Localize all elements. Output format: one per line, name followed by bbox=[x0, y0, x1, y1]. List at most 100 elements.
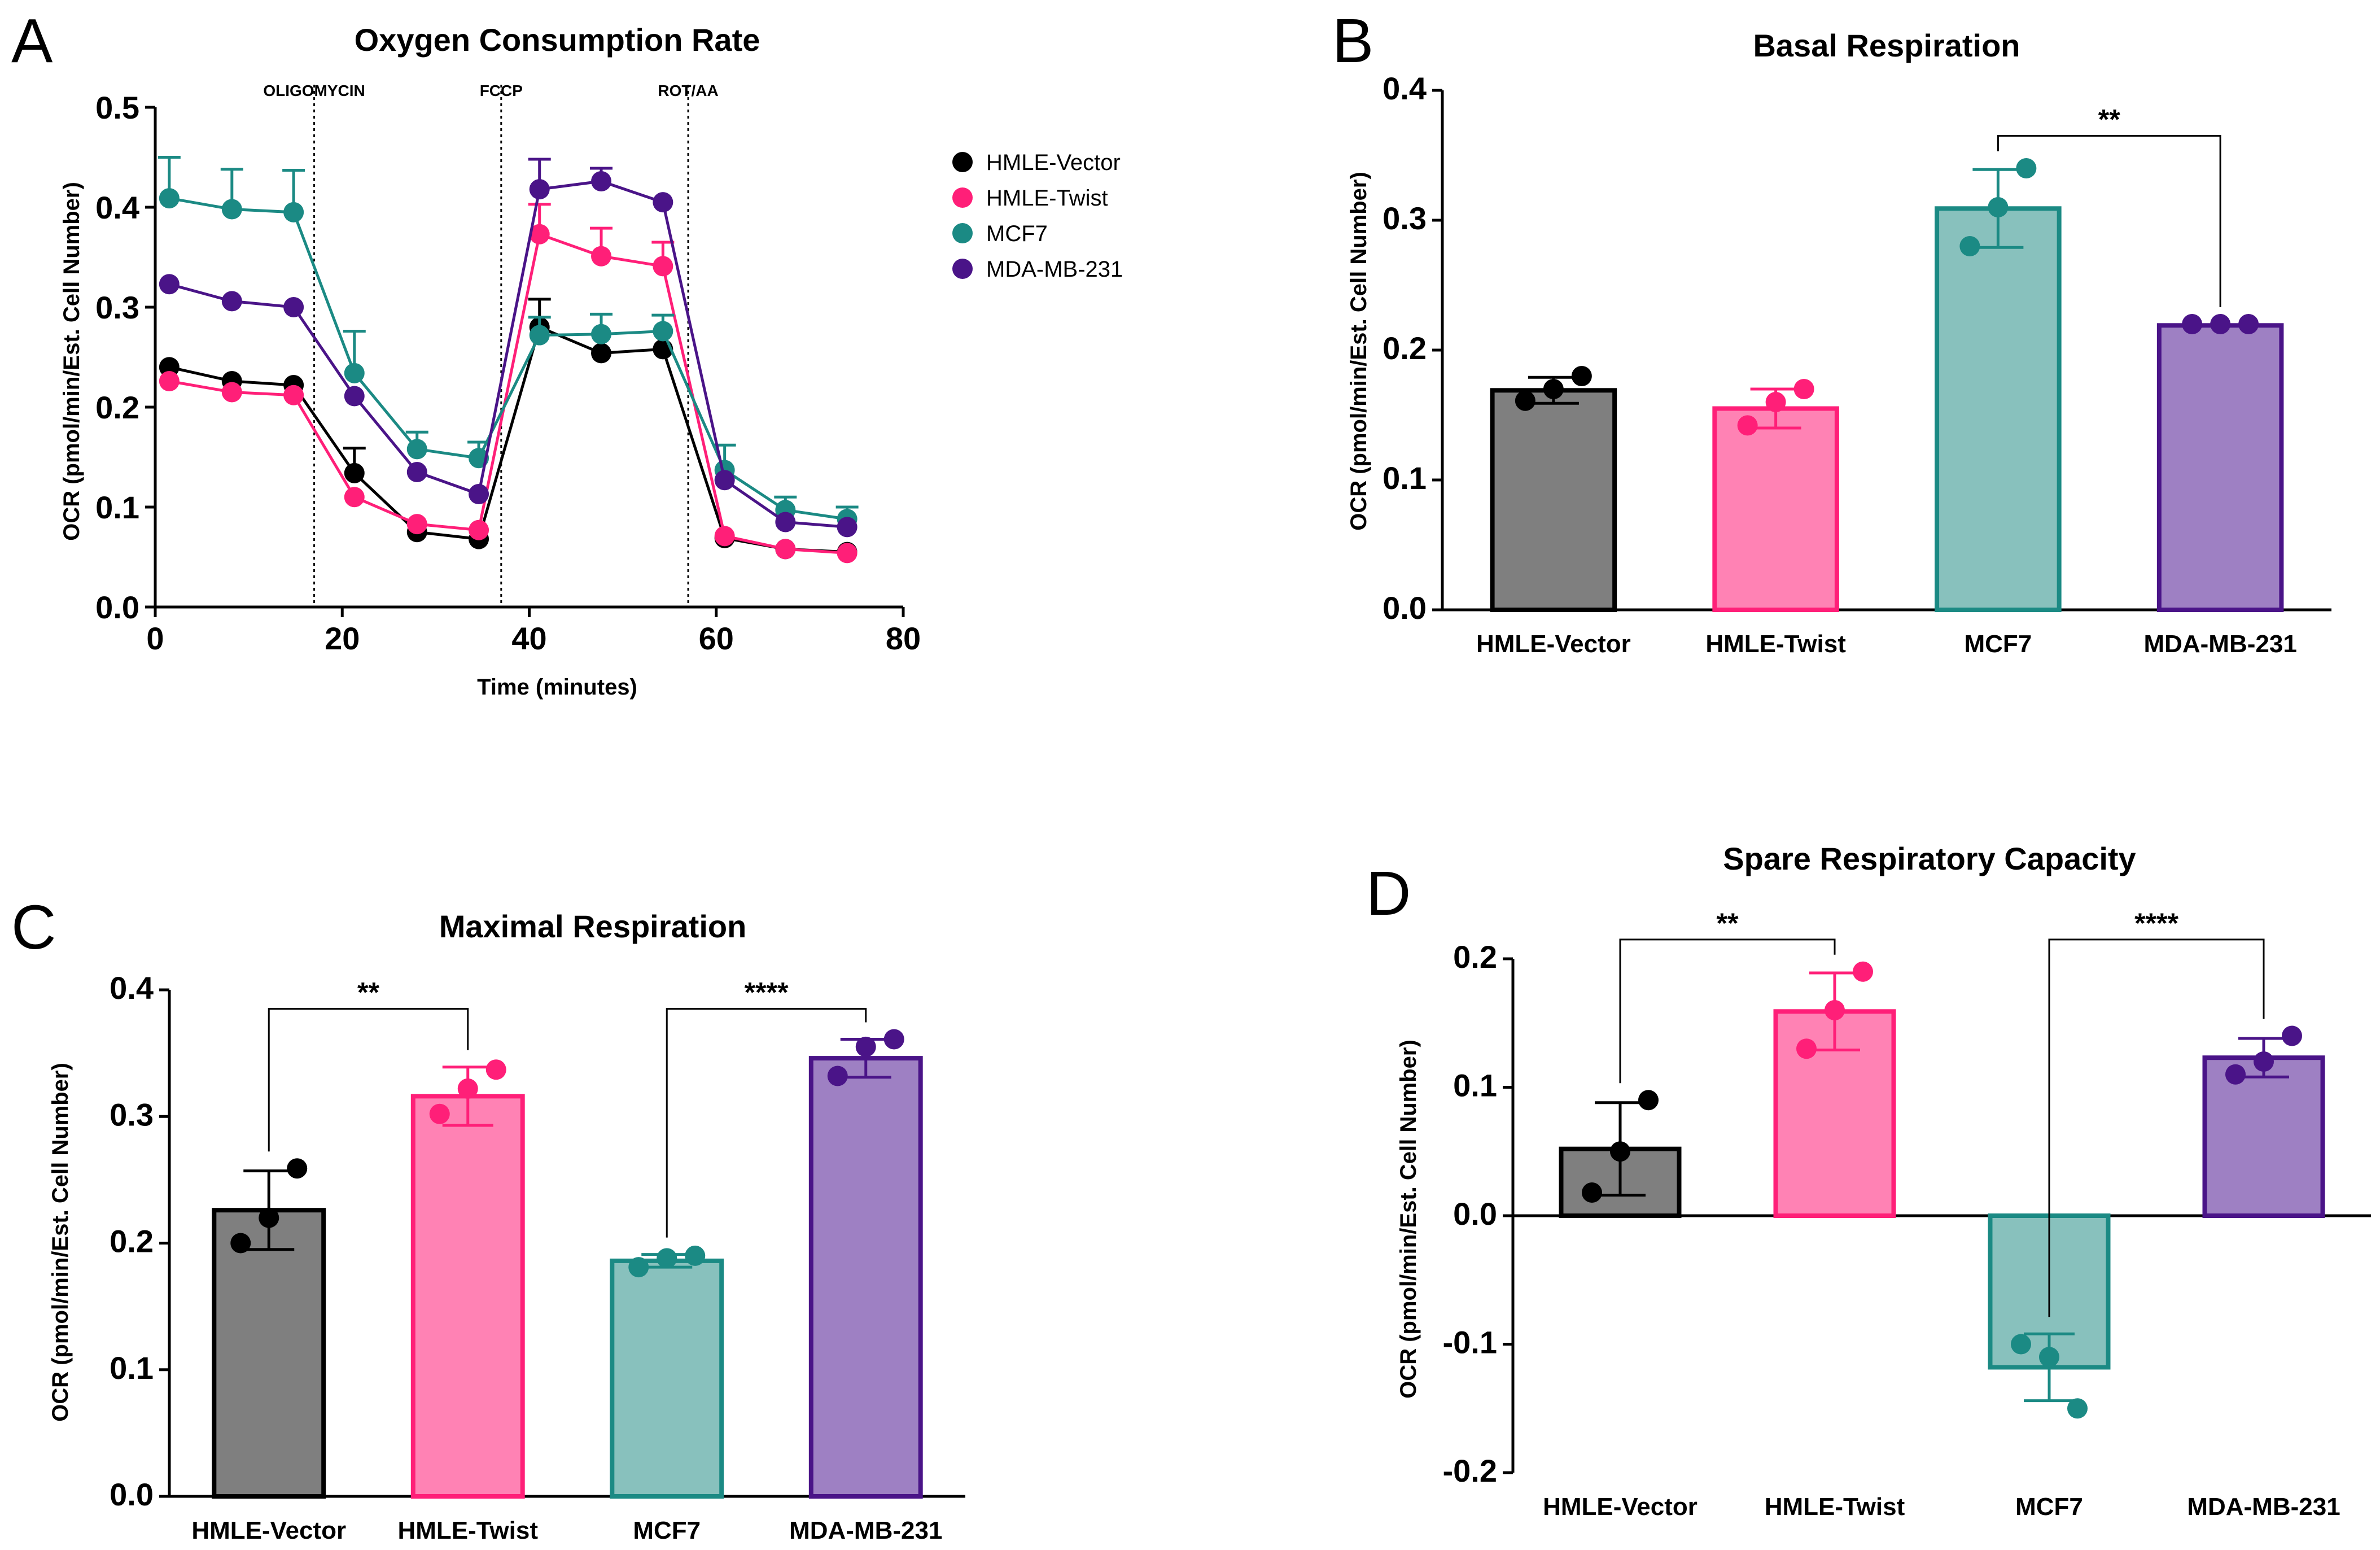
data-point bbox=[406, 514, 427, 535]
category-label-mda-mb-231: MDA-MB-231 bbox=[2187, 1493, 2340, 1521]
legend-marker-hmle-twist bbox=[952, 187, 973, 208]
bar-hmle-vector bbox=[1490, 388, 1617, 612]
data-point bbox=[2067, 1398, 2088, 1419]
data-point bbox=[159, 274, 180, 295]
injection-label-rot-aa: ROT/AA bbox=[658, 82, 718, 99]
significance-line bbox=[1619, 938, 1836, 1084]
category-label-mda-mb-231: MDA-MB-231 bbox=[789, 1517, 942, 1544]
y-tick-label: 0.3 bbox=[110, 1097, 154, 1132]
bar-group-mda-mb-231 bbox=[2156, 314, 2284, 612]
data-point bbox=[1638, 1090, 1659, 1111]
bar-mcf7 bbox=[1935, 206, 2062, 612]
injection-label-fccp: FCCP bbox=[480, 82, 523, 99]
data-point bbox=[344, 386, 365, 407]
data-point bbox=[529, 179, 550, 200]
legend-label-mda-mb-231: MDA-MB-231 bbox=[986, 257, 1123, 282]
x-tick-label: 60 bbox=[699, 621, 734, 656]
significance-bracket: ** bbox=[268, 977, 469, 1152]
significance-line bbox=[268, 1008, 469, 1152]
data-point bbox=[2282, 1025, 2302, 1046]
bar-group-hmle-twist bbox=[1773, 961, 1896, 1219]
significance-bracket: ** bbox=[1997, 104, 2221, 307]
data-point bbox=[1543, 379, 1564, 399]
y-tick-label: -0.1 bbox=[1443, 1325, 1498, 1360]
category-label-hmle-twist: HMLE-Twist bbox=[398, 1517, 539, 1544]
data-point bbox=[1959, 236, 1980, 256]
bar-hmle-vector bbox=[212, 1208, 326, 1499]
category-label-hmle-vector: HMLE-Vector bbox=[1543, 1493, 1698, 1521]
data-point bbox=[591, 324, 612, 344]
x-axis-label: Time (minutes) bbox=[477, 675, 637, 700]
y-tick-label: 0.0 bbox=[110, 1477, 154, 1512]
data-point bbox=[657, 1248, 677, 1269]
data-point bbox=[775, 512, 796, 532]
bar-hmle-twist bbox=[1712, 406, 1839, 612]
y-tick-label: 0.0 bbox=[1383, 590, 1427, 626]
data-point bbox=[2210, 314, 2231, 334]
data-point bbox=[827, 1066, 848, 1086]
data-point bbox=[2254, 1051, 2274, 1072]
y-tick-label: 0.5 bbox=[95, 90, 139, 125]
data-point bbox=[1610, 1141, 1630, 1162]
data-point bbox=[283, 202, 304, 222]
data-point bbox=[855, 1036, 876, 1057]
data-point bbox=[221, 199, 242, 220]
data-point bbox=[1793, 379, 1814, 399]
plot-area: 0.0 0.1 0.2 0.3 0.4 0.5 0 20 40 60 80 OLIGOMYCIN FCC… bbox=[95, 82, 1123, 656]
x-tick-label: 20 bbox=[325, 621, 360, 656]
panel-c-maximal-respiration: C Maximal Respiration OCR (pmol/min/Est.… bbox=[11, 893, 965, 1544]
bar-mda-mb-231 bbox=[808, 1056, 923, 1499]
bar-group-hmle-vector bbox=[1490, 366, 1617, 612]
category-label-hmle-twist: HMLE-Twist bbox=[1705, 630, 1846, 658]
panel-d-spare-respiratory-capacity: D Spare Respiratory Capacity OCR (pmol/m… bbox=[1366, 841, 2371, 1521]
y-tick-label: 0.0 bbox=[1453, 1196, 1497, 1232]
y-tick-label: 0.2 bbox=[95, 390, 139, 425]
bar-group-mcf7 bbox=[610, 1245, 724, 1499]
legend-label-hmle-vector: HMLE-Vector bbox=[986, 150, 1121, 175]
y-tick-label: 0.3 bbox=[95, 290, 139, 325]
chart-title: Oxygen Consumption Rate bbox=[355, 22, 760, 58]
bar-mcf7 bbox=[610, 1258, 724, 1499]
significance-line bbox=[666, 1008, 867, 1238]
y-axis-label: OCR (pmol/min/Est. Cell Number) bbox=[59, 182, 84, 541]
data-point bbox=[653, 256, 673, 277]
plot-area: 0.0 0.1 0.2 0.3 0.4 HMLE-Vector HMLE-Twist MCF7… bbox=[110, 970, 965, 1544]
significance-bracket: **** bbox=[666, 977, 867, 1238]
significance-label: ** bbox=[1717, 907, 1739, 939]
category-label-mcf7: MCF7 bbox=[1964, 630, 2032, 658]
data-point bbox=[2016, 158, 2037, 178]
legend-label-hmle-twist: HMLE-Twist bbox=[986, 186, 1108, 211]
data-point bbox=[2039, 1347, 2059, 1368]
data-point bbox=[653, 192, 673, 213]
y-axis-label: OCR (pmol/min/Est. Cell Number) bbox=[48, 1063, 73, 1422]
panel-letter-a: A bbox=[11, 6, 53, 76]
chart-title: Basal Respiration bbox=[1753, 28, 2020, 63]
significance-label: **** bbox=[745, 977, 789, 1008]
legend: HMLE-Vector HMLE-Twist MCF7 MDA-MB-231 bbox=[952, 150, 1123, 282]
data-point bbox=[344, 462, 365, 483]
injection-label-oligomycin: OLIGOMYCIN bbox=[263, 82, 365, 99]
y-tick-label: 0.4 bbox=[110, 970, 154, 1006]
y-axis-label: OCR (pmol/min/Est. Cell Number) bbox=[1396, 1040, 1421, 1399]
data-point bbox=[685, 1245, 706, 1266]
significance-bracket: **** bbox=[2048, 907, 2265, 1317]
category-label-mcf7: MCF7 bbox=[633, 1517, 701, 1544]
legend-marker-mcf7 bbox=[952, 223, 973, 243]
data-point bbox=[2238, 314, 2259, 334]
chart-title: Spare Respiratory Capacity bbox=[1723, 841, 2136, 876]
plot-area: 0.0 0.1 0.2 0.3 0.4 HMLE-Vector HMLE-Twist MCF7… bbox=[1383, 71, 2331, 658]
y-tick-label: -0.2 bbox=[1443, 1453, 1498, 1488]
bar-group-mda-mb-231 bbox=[2202, 1025, 2325, 1219]
data-point bbox=[837, 543, 858, 564]
data-point bbox=[529, 325, 550, 346]
panel-b-basal-respiration: B Basal Respiration OCR (pmol/min/Est. C… bbox=[1332, 6, 2331, 658]
x-tick-label: 40 bbox=[511, 621, 546, 656]
category-label-hmle-twist: HMLE-Twist bbox=[1765, 1493, 1905, 1521]
series-hmle-vector bbox=[159, 298, 858, 562]
data-point bbox=[406, 462, 427, 483]
series-line bbox=[169, 197, 847, 521]
data-point bbox=[1571, 366, 1592, 386]
bar-mda-mb-231 bbox=[2202, 1055, 2325, 1219]
legend-marker-hmle-vector bbox=[952, 152, 973, 172]
y-tick-label: 0.3 bbox=[1383, 200, 1427, 236]
